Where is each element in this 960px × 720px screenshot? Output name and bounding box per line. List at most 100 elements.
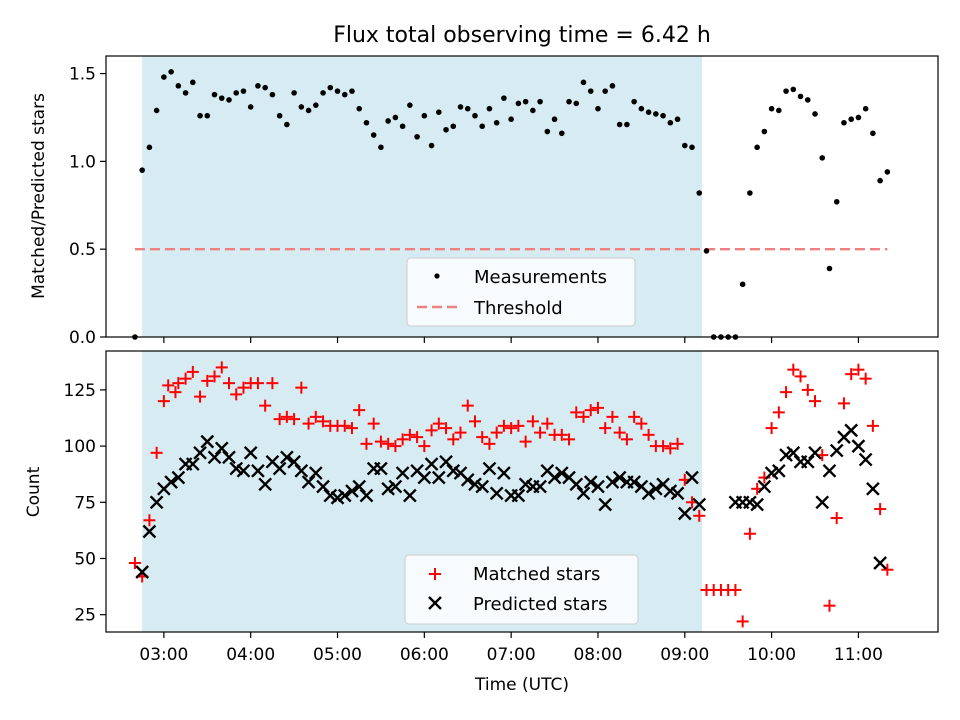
predicted-star-d2 (576, 486, 591, 501)
predicted-star-point (424, 457, 439, 471)
predicted-star-point (612, 470, 627, 485)
predicted-star-point (374, 461, 388, 476)
measurement-point (139, 167, 145, 173)
predicted-star-d2 (533, 479, 547, 494)
predicted-star-d2 (873, 556, 887, 570)
measurement-point (841, 119, 847, 126)
predicted-star-d2 (648, 481, 663, 496)
predicted-star-d2 (750, 497, 764, 512)
legend-measurements-label: Measurements (474, 267, 607, 288)
matched-star-point (591, 401, 604, 414)
predicted-star-point (359, 488, 374, 503)
predicted-star-point (771, 463, 786, 478)
legend-predicted-marker (428, 596, 442, 610)
measurement-point (327, 84, 334, 91)
measurement-point (428, 142, 435, 149)
matched-star-point (288, 413, 301, 426)
top-y-tick-label: 0.5 (69, 240, 96, 260)
predicted-star-point (439, 454, 453, 469)
predicted-star-point (554, 466, 569, 480)
matched-star-point (845, 368, 858, 381)
matched-star-point (577, 410, 590, 423)
measurement-point (284, 121, 290, 128)
measurement-point (522, 98, 529, 105)
predicted-star-point (858, 452, 873, 467)
measurement-point (190, 79, 196, 86)
predicted-star-point (482, 461, 497, 476)
measurement-point (291, 90, 297, 96)
predicted-star-point (873, 556, 887, 570)
predicted-star-d2 (569, 477, 584, 492)
predicted-star-point (352, 479, 367, 494)
matched-star-point (215, 361, 228, 374)
matched-star-point (830, 512, 843, 525)
matched-star-point (186, 365, 199, 378)
predicted-star-d2 (185, 457, 200, 471)
predicted-star-d2 (229, 461, 244, 476)
measurement-point (204, 112, 211, 119)
predicted-star-d2 (352, 479, 367, 494)
measurement-point (515, 100, 522, 107)
matched-star-point (874, 503, 887, 516)
matched-star-point (468, 415, 481, 428)
top-axes-frame (105, 55, 939, 338)
predicted-star-point (576, 486, 591, 501)
predicted-star-d2 (258, 477, 273, 492)
predicted-star-point (388, 479, 403, 494)
measurement-point (197, 112, 203, 119)
measurement-point (609, 83, 616, 89)
matched-star-point (476, 431, 489, 444)
matched-star-point (635, 417, 648, 430)
x-tick-label: 03:00 (139, 645, 188, 665)
matched-star-point (642, 428, 655, 441)
chart-title: Flux total observing time = 6.42 h (333, 23, 711, 48)
measurement-point (385, 118, 391, 124)
x-tick-label: 07:00 (487, 645, 536, 665)
matched-star-point (389, 440, 402, 453)
measurement-point (226, 97, 232, 103)
predicted-star-d2 (562, 470, 576, 485)
matched-star-point (801, 383, 814, 396)
matched-star-point (230, 388, 243, 401)
predicted-star-point (287, 454, 301, 469)
matched-star-point (128, 556, 141, 569)
top-y-tick-label: 0.0 (69, 328, 96, 348)
legend-measurements-marker (434, 273, 440, 279)
top-legend-box (406, 257, 636, 327)
measurement-point (298, 104, 305, 110)
measurement-point (233, 90, 240, 96)
measurement-point (674, 116, 681, 123)
matched-star-point (280, 410, 293, 423)
predicted-star-point (641, 486, 656, 501)
predicted-star-point (692, 497, 707, 512)
predicted-star-point (605, 475, 620, 489)
x-tick-label: 04:00 (226, 645, 275, 665)
predicted-star-d2 (475, 479, 490, 494)
measurement-point (211, 91, 218, 98)
predicted-star-d2 (468, 477, 482, 492)
matched-star-point (628, 410, 641, 423)
measurement-point (877, 177, 883, 184)
matched-star-point (345, 422, 358, 435)
measurement-point (146, 144, 153, 151)
predicted-star-d2 (453, 466, 468, 480)
matched-star-point (302, 417, 315, 430)
measurement-point (421, 112, 428, 119)
predicted-star-point (294, 463, 309, 478)
predicted-star-d2 (193, 445, 207, 460)
measurement-point (797, 93, 804, 100)
predicted-star-d2 (866, 481, 880, 496)
predicted-star-point (431, 470, 446, 485)
predicted-star-d2 (439, 454, 453, 469)
predicted-star-point (489, 486, 504, 501)
measurement-point (457, 104, 464, 110)
predicted-star-d2 (410, 463, 424, 478)
bottom-x-ticks: 03:00 04:00 05:00 06:00 07:00 08:00 09:00 10:00… (139, 632, 883, 665)
measurement-point (349, 88, 355, 94)
bottom-y-tick-label: 75 (74, 493, 96, 513)
matched-star-point (259, 399, 272, 412)
predicted-star-point (142, 524, 157, 539)
matched-star-point (169, 386, 182, 399)
predicted-star-point (583, 475, 598, 489)
predicted-stars-points (135, 423, 887, 579)
